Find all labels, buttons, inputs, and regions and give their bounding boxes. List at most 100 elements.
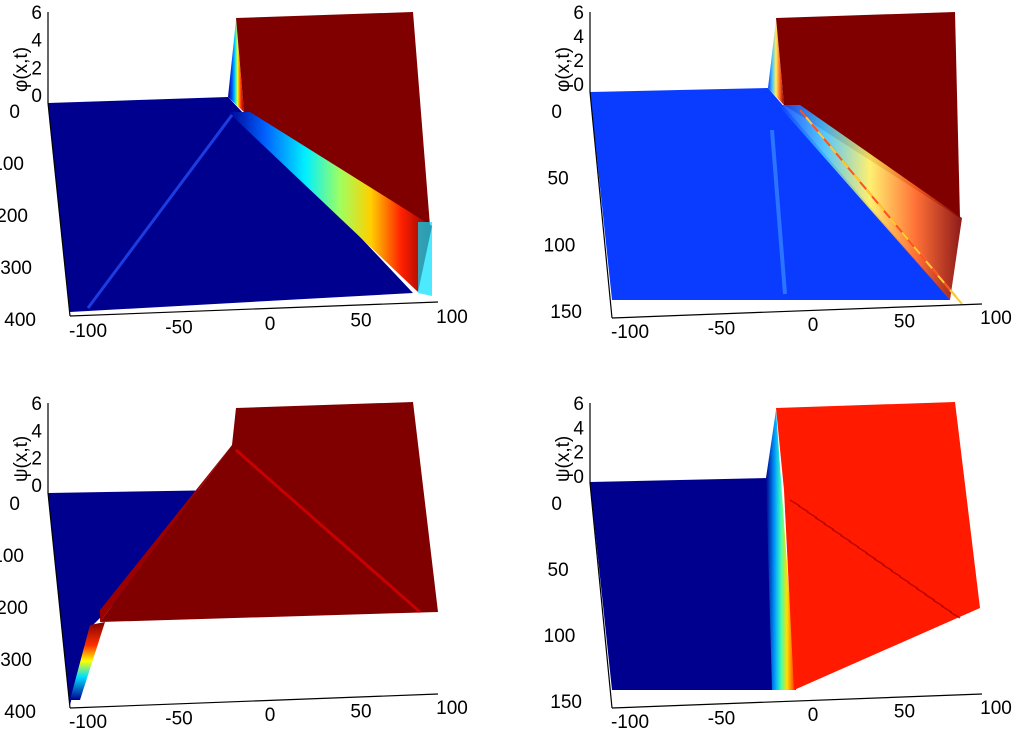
axis-1-t [47,102,71,317]
x-tick-label: -100 [69,321,107,342]
axis-3-x [69,693,439,709]
surface-1-low-plateau [48,97,413,312]
t-tick-label: 50 [548,169,569,190]
axis-2-zlabel: φ(x,t) [553,47,574,92]
x-tick-label: 50 [894,312,915,333]
x-tick-label: 50 [350,311,371,332]
x-tick-label: 50 [894,702,915,723]
panel-2: φ(x,t) 0 2 4 6 0 50 100 150 -100 -50 0 50 100 [544,3,1012,343]
panel-3: ψ(x,t) 0 2 4 6 0 100 200 300 400 -100 -50 0 50 100 [0,394,468,733]
x-tick-label: -100 [611,322,649,343]
z-tick-label: 4 [31,31,42,52]
surface-2-high-plateau [776,12,960,218]
t-tick-label: 50 [548,560,569,581]
panel-4: ψ(x,t) 0 2 4 6 0 50 100 150 -100 -50 0 50 100 [544,394,1012,733]
t-tick-label: 100 [0,546,24,567]
axis-1-x-ticks: -100 -50 0 50 100 [69,307,468,342]
surface-1-right-step [418,222,432,296]
ripple-line [865,552,877,560]
t-tick-label: 400 [4,702,36,723]
axis-2-t-ticks: 0 50 100 150 [544,102,582,323]
surface-2-ripples [799,109,963,305]
surface-2 [590,12,963,305]
axis-3-t [47,492,71,709]
axes-2: φ(x,t) 0 2 4 6 0 50 100 150 -100 -50 0 50 100 [544,3,1012,343]
ripple-line [907,581,919,590]
t-tick-label: 200 [0,206,28,227]
axis-4-x-ticks: -100 -50 0 50 100 [611,698,1012,733]
axis-3-z-ticks: 0 2 4 6 [31,394,42,497]
z-tick-label: 0 [573,75,584,96]
surface-3-wedge [100,445,232,622]
x-tick-label: 100 [980,308,1012,329]
z-tick-label: 6 [31,3,42,24]
x-tick-label: 100 [436,307,468,328]
surface-2-left-ridge [770,129,787,295]
surface-3-ridge [235,448,421,614]
z-tick-label: 0 [31,86,42,107]
t-tick-label: 0 [551,102,562,123]
surface-4-high-plateau [776,402,980,690]
x-tick-label: 0 [808,315,819,336]
surface-3 [48,402,438,705]
axes-1: φ(x,t) 0 2 4 6 0 100 200 300 400 -100 -50 0 50 100 [0,3,468,342]
x-tick-label: -100 [611,712,649,733]
axis-2-x [611,303,983,319]
x-tick-label: 0 [265,314,276,335]
axis-3-zlabel: ψ(x,t) [11,436,32,482]
axis-2-x-ticks: -100 -50 0 50 100 [611,308,1012,343]
z-tick-label: 4 [573,418,584,439]
surface-4-ripples [789,499,961,619]
z-tick-label: 0 [31,476,42,497]
axis-2-z-ticks: 0 2 4 6 [573,3,584,96]
t-tick-label: 150 [550,302,582,323]
z-tick-label: 2 [573,443,584,464]
ripple-line [873,558,885,566]
ripple-line [848,540,860,548]
t-tick-label: 100 [544,235,576,256]
x-tick-label: 0 [808,705,819,726]
surface-4-low-plateau [590,478,784,690]
t-tick-label: 0 [9,494,20,515]
ripple-line [840,534,851,543]
ripple-line [899,575,910,584]
t-tick-label: 300 [0,650,32,671]
axis-1-z-ticks: 0 2 4 6 [31,3,42,107]
surface-3-left-wall [70,622,105,700]
ripple-line [789,499,801,507]
x-tick-label: 100 [436,698,468,719]
x-tick-label: 50 [350,702,371,723]
z-tick-label: 2 [31,449,42,470]
t-tick-label: 100 [0,154,24,175]
surface-1-left-ridge [86,114,234,309]
x-tick-label: 100 [980,698,1012,719]
ripple-line [882,564,894,572]
axis-4-t-ticks: 0 50 100 150 [544,494,582,713]
ripple-line [806,511,818,519]
axis-3-x-ticks: -100 -50 0 50 100 [69,698,468,733]
surface-2-diagonal-band [778,105,962,300]
axis-4-z-ticks: 0 2 4 6 [573,394,584,488]
ripple-line [924,593,936,601]
ripple-line [798,505,809,513]
z-tick-label: 2 [31,58,42,79]
t-tick-label: 300 [0,258,32,279]
axis-4-x [611,693,983,709]
x-tick-label: 0 [265,705,276,726]
z-tick-label: 6 [31,394,42,415]
axis-2-t [589,91,613,319]
panel-1: φ(x,t) 0 2 4 6 0 100 200 300 400 -100 -50 0 50 100 [0,3,468,342]
axes-4: ψ(x,t) 0 2 4 6 0 50 100 150 -100 -50 0 50 100 [544,394,1012,733]
z-tick-label: 6 [573,394,584,415]
surface-4 [590,402,980,690]
ripple-line [932,599,944,607]
surface-2-front-wall [768,20,784,105]
x-tick-label: -100 [69,712,107,733]
ripple-line [915,587,927,596]
axis-4-t [589,482,613,709]
x-tick-label: -50 [165,709,192,730]
surface-3-low-plateau [48,490,228,705]
x-tick-label: -50 [708,709,735,730]
ripple-line [949,611,961,619]
